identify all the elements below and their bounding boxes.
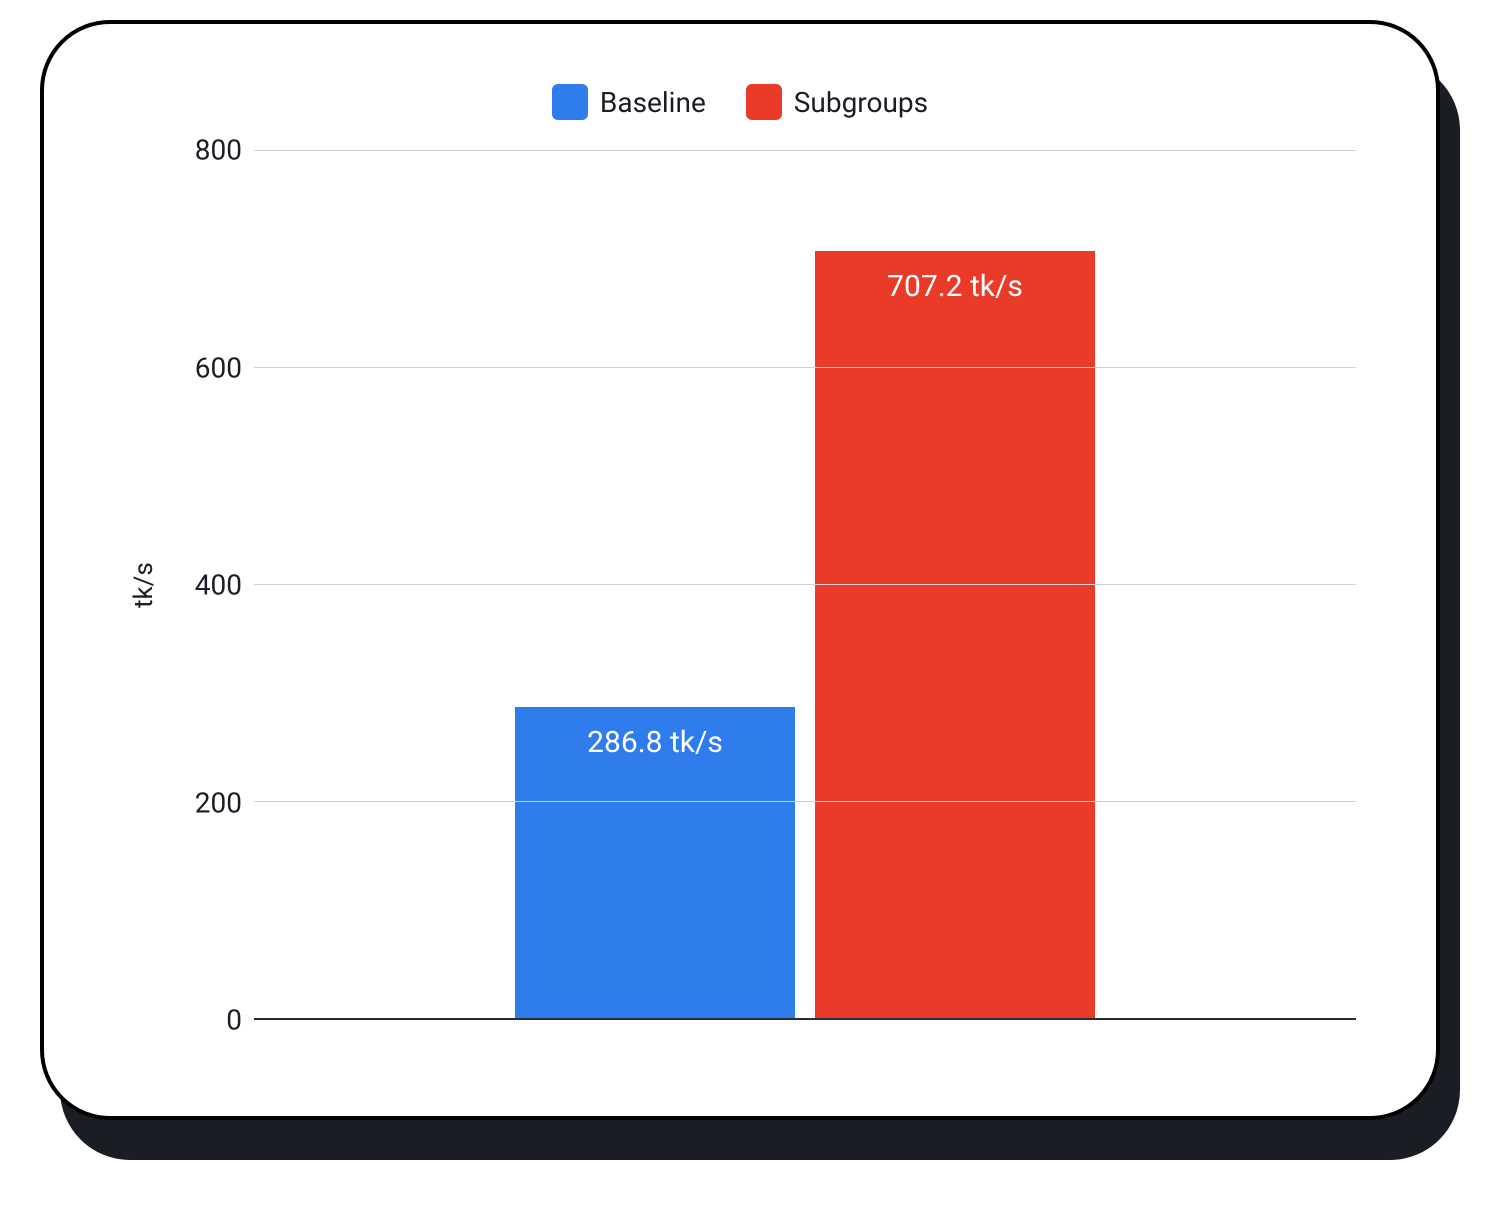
y-tick-label: 800 (195, 134, 242, 167)
legend-label-baseline: Baseline (600, 86, 706, 119)
y-tick-label: 600 (195, 351, 242, 384)
gridline (254, 584, 1356, 585)
plot-area: tk/s 0200400600800 286.8 tk/s707.2 tk/s (124, 150, 1356, 1020)
bar-baseline: 286.8 tk/s (515, 707, 795, 1018)
plot: 286.8 tk/s 707.2 tk/s (254, 150, 1356, 1020)
y-axis: 0200400600800 (164, 150, 254, 1020)
chart-card: Baseline Subgroups tk/s 0 200 400 600 800 28… (40, 20, 1440, 1120)
bar-value-label: 707.2 tk/s (887, 269, 1023, 304)
legend: Baseline Subgroups (124, 84, 1356, 120)
bar-subgroups: 707.2 tk/s (815, 251, 1095, 1018)
legend-item-baseline: Baseline (552, 84, 706, 120)
y-axis-label: tk/s (124, 150, 164, 1020)
y-tick-label: 400 (195, 569, 242, 602)
legend-label-subgroups: Subgroups (794, 86, 928, 119)
gridline (254, 150, 1356, 151)
gridline (254, 367, 1356, 368)
legend-swatch-subgroups (746, 84, 782, 120)
y-tick-label: 0 (226, 1004, 242, 1037)
legend-swatch-baseline (552, 84, 588, 120)
y-tick-label: 200 (195, 786, 242, 819)
gridline (254, 801, 1356, 802)
legend-item-subgroups: Subgroups (746, 84, 928, 120)
bar-value-label: 286.8 tk/s (587, 725, 723, 760)
